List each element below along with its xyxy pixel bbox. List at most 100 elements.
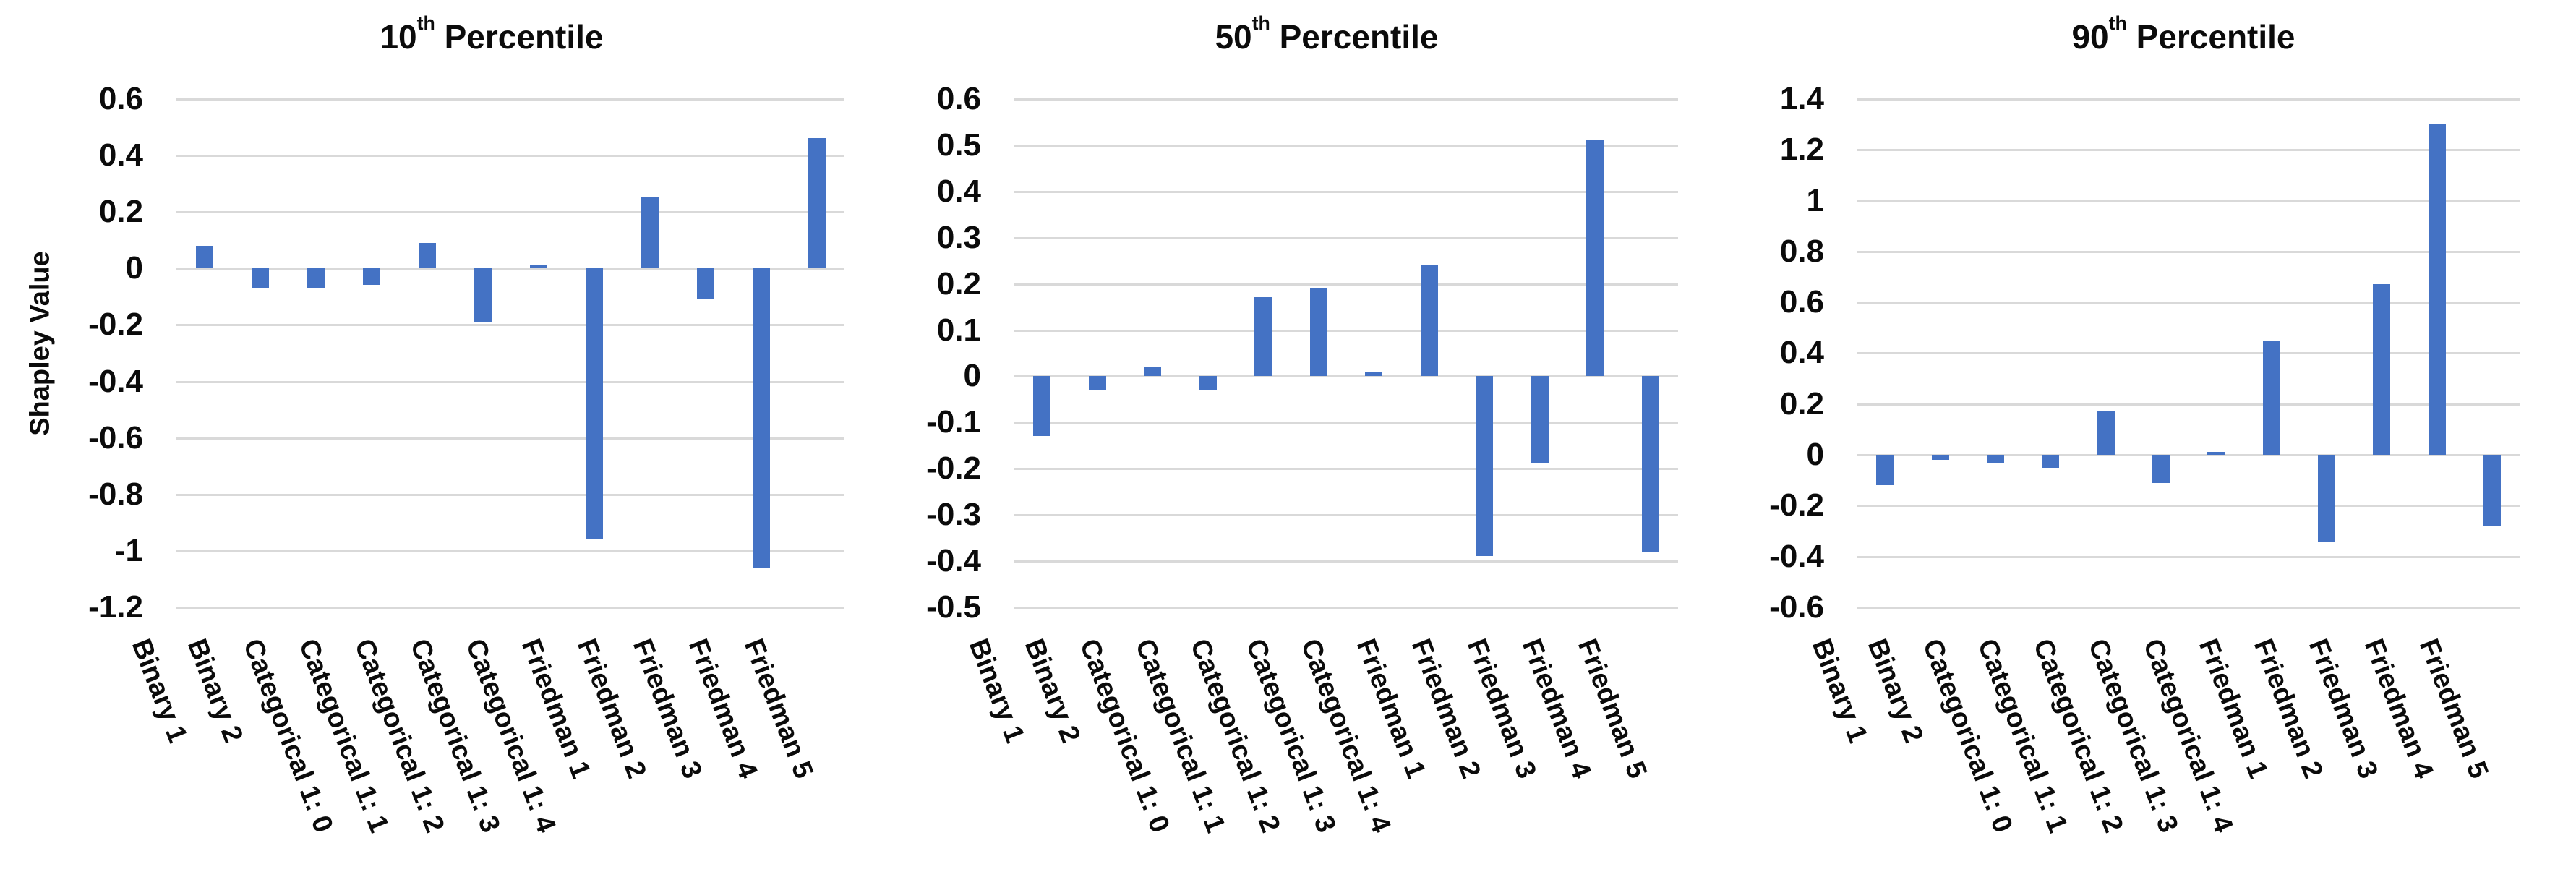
gridline <box>1857 200 2520 202</box>
y-tick-label: 0.5 <box>936 127 981 163</box>
bar-categorical-1-0 <box>307 268 325 288</box>
y-tick-label: 0.2 <box>1779 386 1824 422</box>
gridline <box>1857 251 2520 253</box>
chart-title-90th-percentile: 90th Percentile <box>2071 14 2295 56</box>
bar-categorical-1-1 <box>2042 455 2059 468</box>
y-tick-label: 1.2 <box>1779 132 1824 167</box>
y-tick-label: 0 <box>125 250 143 286</box>
gridline <box>1857 607 2520 609</box>
gridline <box>1014 283 1678 286</box>
gridline <box>176 607 844 609</box>
bar-friedman-2 <box>1476 376 1493 556</box>
gridline <box>1857 352 2520 354</box>
gridline <box>1014 422 1678 424</box>
gridline <box>1014 607 1678 609</box>
bar-categorical-1-3 <box>474 268 492 322</box>
gridline <box>1014 191 1678 193</box>
bar-categorical-1-2 <box>419 243 436 268</box>
bar-friedman-3 <box>1531 376 1549 463</box>
gridline <box>1857 302 2520 304</box>
chart-title-50th-percentile: 50th Percentile <box>1215 14 1439 56</box>
bar-friedman-3 <box>697 268 714 299</box>
y-tick-label: 0.1 <box>936 312 981 348</box>
gridline <box>1014 145 1678 147</box>
y-tick-label: -0.3 <box>926 497 981 532</box>
y-tick-label: -0.8 <box>88 476 143 512</box>
bar-categorical-1-4 <box>1365 372 1382 376</box>
gridline <box>1857 149 2520 151</box>
gridline <box>176 550 844 552</box>
bar-friedman-5 <box>1642 376 1659 552</box>
y-tick-label: -0.2 <box>1769 487 1824 523</box>
gridline <box>1857 98 2520 101</box>
bar-categorical-1-1 <box>1199 376 1217 390</box>
gridline <box>176 437 844 440</box>
y-tick-label: -0.2 <box>926 450 981 486</box>
y-tick-label: -0.4 <box>926 543 981 578</box>
y-tick-label: 0 <box>963 358 981 393</box>
title-superscript: th <box>2108 12 2127 35</box>
gridline <box>1857 556 2520 558</box>
bar-binary-1 <box>1876 455 1894 485</box>
title-text: Percentile <box>1270 18 1439 56</box>
bar-categorical-1-3 <box>1310 288 1327 376</box>
y-tick-label: 0.3 <box>936 220 981 255</box>
gridline <box>176 381 844 383</box>
gridline <box>1014 330 1678 332</box>
y-tick-label: 0 <box>1806 437 1824 472</box>
bar-binary-2 <box>252 268 269 288</box>
bar-friedman-1 <box>1421 265 1438 376</box>
bar-friedman-2 <box>641 197 659 268</box>
gridline <box>1857 454 2520 456</box>
y-tick-label: -0.2 <box>88 307 143 342</box>
gridline <box>176 98 844 101</box>
bar-binary-1 <box>196 246 213 268</box>
title-text: Percentile <box>2126 18 2295 56</box>
bar-categorical-1-0 <box>1987 455 2004 463</box>
bar-binary-2 <box>1089 376 1106 390</box>
y-tick-label: -1 <box>114 533 143 568</box>
y-tick-label: 0.4 <box>1779 335 1824 370</box>
gridline <box>176 268 844 270</box>
y-tick-label: 0.6 <box>98 81 143 116</box>
bar-categorical-1-0 <box>1144 367 1161 376</box>
y-tick-label: -0.5 <box>926 589 981 625</box>
bar-friedman-1 <box>2263 341 2280 455</box>
bar-friedman-2 <box>2318 455 2335 542</box>
y-tick-label: -0.4 <box>88 364 143 399</box>
y-tick-label: 0.8 <box>1779 234 1824 269</box>
bar-binary-1 <box>1033 376 1050 436</box>
y-tick-label: 1.4 <box>1779 81 1824 116</box>
bar-friedman-1 <box>586 268 603 539</box>
gridline <box>1857 403 2520 406</box>
bar-friedman-5 <box>808 138 826 268</box>
bar-categorical-1-3 <box>2152 455 2170 483</box>
y-tick-label: 0.2 <box>98 194 143 229</box>
chart-title-10th-percentile: 10th Percentile <box>380 14 603 56</box>
title-superscript: th <box>416 12 435 35</box>
title-superscript: th <box>1251 12 1270 35</box>
y-tick-label: 0.4 <box>936 174 981 209</box>
gridline <box>1014 468 1678 470</box>
y-tick-label: -1.2 <box>88 589 143 625</box>
bar-categorical-1-1 <box>363 268 380 285</box>
y-tick-label: 0.4 <box>98 137 143 173</box>
y-tick-label: -0.6 <box>1769 589 1824 625</box>
gridline <box>176 494 844 496</box>
y-tick-label: -0.6 <box>88 420 143 456</box>
title-number: 10 <box>380 18 417 56</box>
bar-friedman-5 <box>2483 455 2501 526</box>
bar-categorical-1-2 <box>1254 297 1272 376</box>
bar-friedman-4 <box>1586 140 1604 376</box>
gridline <box>1857 505 2520 507</box>
y-tick-label: 0.2 <box>936 266 981 302</box>
bar-categorical-1-4 <box>530 265 547 268</box>
y-tick-label: 1 <box>1806 183 1824 218</box>
y-tick-label: -0.1 <box>926 404 981 440</box>
gridline <box>1014 98 1678 101</box>
gridline <box>176 324 844 326</box>
bar-binary-2 <box>1932 455 1949 460</box>
gridline <box>1014 375 1678 377</box>
bar-friedman-4 <box>753 268 770 568</box>
